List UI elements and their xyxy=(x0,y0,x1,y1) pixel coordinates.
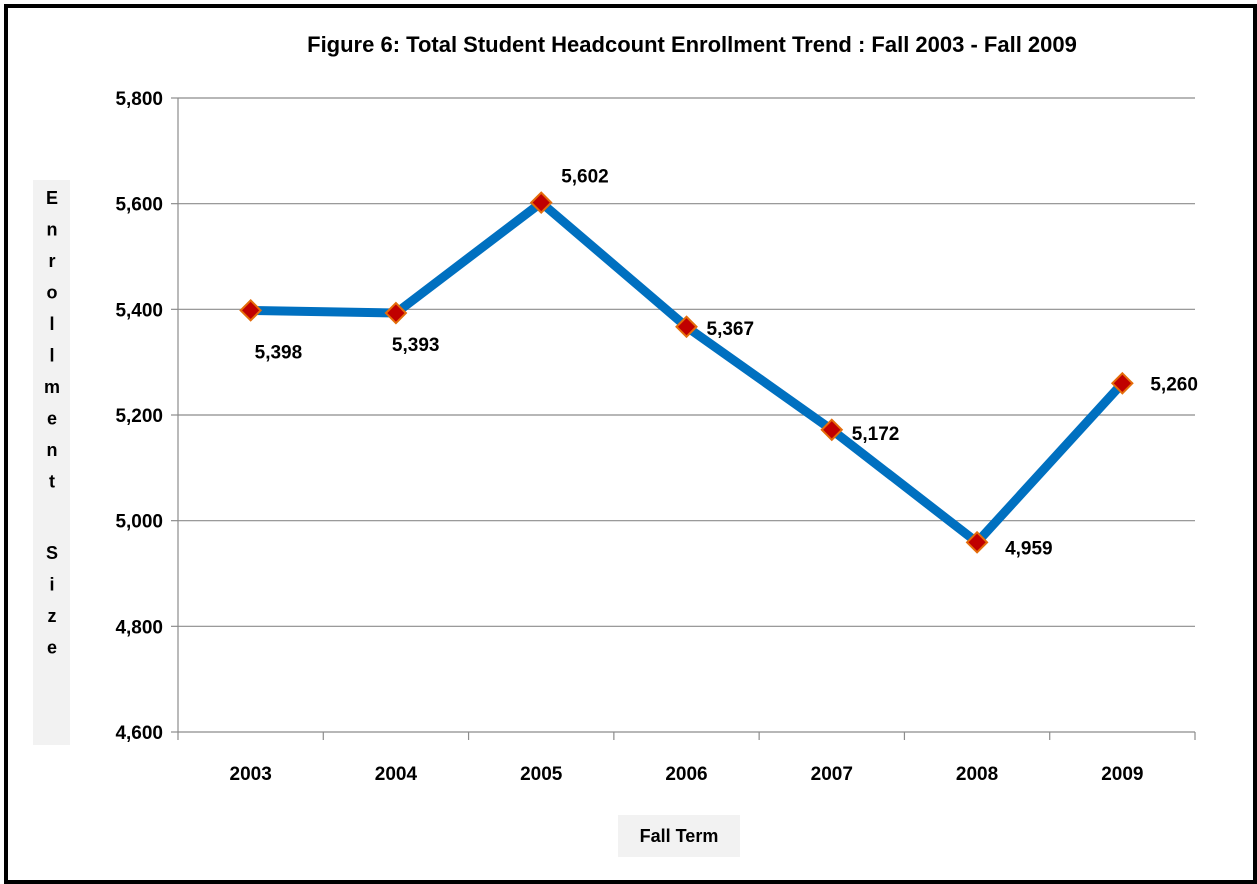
x-tick-label: 2005 xyxy=(520,764,563,785)
y-axis-label-letter: o xyxy=(47,283,58,303)
y-axis-label-letter: n xyxy=(47,220,58,240)
x-axis-label: Fall Term xyxy=(618,815,740,857)
grid-lines xyxy=(178,97,1195,627)
x-tick-label: 2007 xyxy=(811,764,853,785)
data-labels: 5,398 5,393 5,602 5,367 5,172 4,959 5,260 xyxy=(255,167,1198,560)
y-tick-label: 4,800 xyxy=(115,617,163,638)
x-tick-label: 2009 xyxy=(1101,764,1143,785)
y-tick-label: 5,000 xyxy=(115,512,163,533)
y-tick-label: 5,400 xyxy=(115,300,163,321)
y-tick-label: 4,600 xyxy=(115,723,163,744)
x-tick-label: 2003 xyxy=(230,764,272,785)
y-axis-label-letter: e xyxy=(47,409,57,429)
series-enrollment xyxy=(246,198,1127,547)
y-tick-label: 5,800 xyxy=(115,89,163,110)
y-axis-label-letter: e xyxy=(47,638,57,658)
data-label: 5,367 xyxy=(707,319,755,340)
data-label: 5,393 xyxy=(392,335,440,356)
data-marker xyxy=(1110,371,1134,395)
y-axis-label-letter: S xyxy=(46,543,58,563)
y-tick-label: 5,600 xyxy=(115,195,163,216)
chart-frame xyxy=(4,4,1257,884)
data-markers xyxy=(239,191,1134,554)
series-line xyxy=(246,198,1127,547)
data-marker xyxy=(965,530,989,554)
y-axis-label-letter: z xyxy=(48,606,57,626)
y-axis-label-letter: n xyxy=(47,440,58,460)
y-axis-label-letter: i xyxy=(49,575,54,595)
data-label: 4,959 xyxy=(1005,538,1053,559)
x-tick-labels: 2003 2004 2005 2006 2007 2008 2009 xyxy=(230,764,1144,785)
data-label: 5,172 xyxy=(852,424,900,445)
data-marker xyxy=(384,301,408,325)
y-axis-label-letter: r xyxy=(48,251,55,271)
data-label: 5,260 xyxy=(1150,374,1198,395)
x-tick-label: 2008 xyxy=(956,764,998,785)
data-marker xyxy=(675,315,698,339)
x-axis-label-text: Fall Term xyxy=(640,826,719,846)
x-axis-label-box xyxy=(618,815,740,857)
x-tick-label: 2004 xyxy=(375,764,418,785)
data-marker xyxy=(529,191,553,215)
data-marker xyxy=(820,418,844,442)
y-axis-label-box xyxy=(33,180,70,745)
x-tick-label: 2006 xyxy=(665,764,707,785)
data-label: 5,602 xyxy=(561,167,609,188)
y-tick-label: 5,200 xyxy=(115,406,163,427)
y-axis-label-letter: E xyxy=(46,188,58,208)
y-axis-label-letter: l xyxy=(49,314,54,334)
y-tick-labels: 4,600 4,800 5,000 5,200 5,400 5,600 5,800 xyxy=(115,89,163,744)
chart-title: Figure 6: Total Student Headcount Enroll… xyxy=(307,32,1077,57)
y-axis-label-letter: t xyxy=(49,472,55,492)
axes xyxy=(171,97,1196,740)
data-label: 5,398 xyxy=(255,342,303,363)
y-axis-label-letter: l xyxy=(49,346,54,366)
y-axis-label-letter: m xyxy=(44,377,60,397)
data-marker xyxy=(239,298,263,322)
